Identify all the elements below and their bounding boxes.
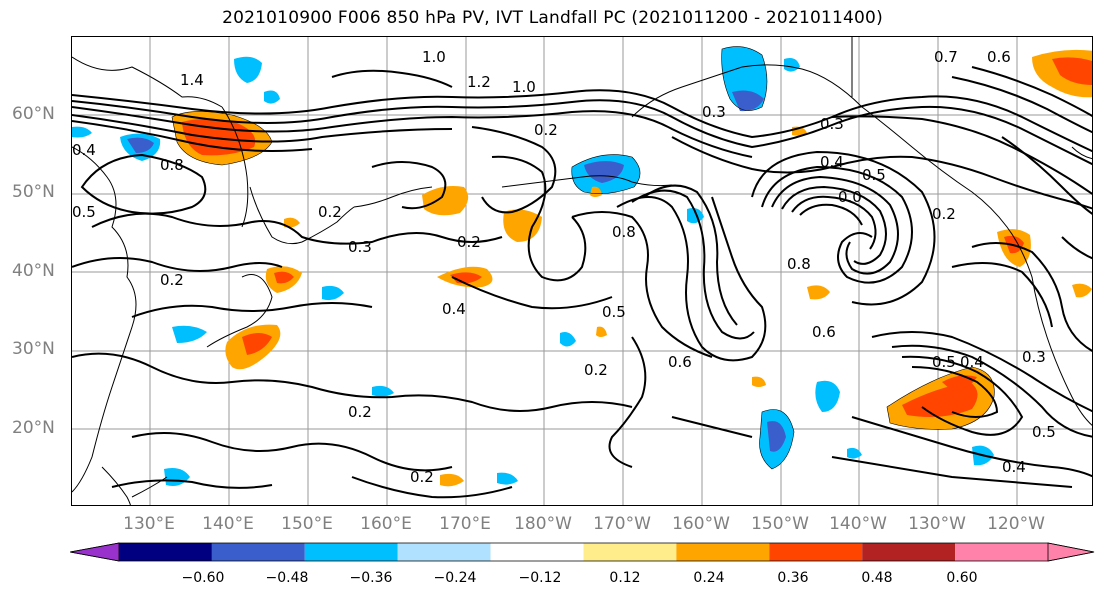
lon-label-140e: 140°E <box>202 514 254 534</box>
lat-label-50n: 50°N <box>12 182 55 202</box>
colorbar-segment <box>676 543 770 561</box>
lon-label-170e: 170°E <box>439 514 491 534</box>
contour-label: 0.3 <box>1022 348 1046 366</box>
contour-label: 0.4 <box>1002 458 1026 476</box>
contour-label: 0.2 <box>457 233 481 251</box>
contour-label: 0.4 <box>960 353 984 371</box>
lat-label-60n: 60°N <box>12 104 55 124</box>
contour-label: 0.4 <box>442 300 466 318</box>
contour-label: 0.6 <box>987 48 1011 66</box>
colorbar-tick: −0.12 <box>518 570 562 586</box>
contour-label: 0.5 <box>602 303 626 321</box>
colorbar-tick: 0.60 <box>946 570 978 586</box>
lon-label-140w: 140°W <box>829 514 887 534</box>
contour-label: 0.2 <box>160 271 184 289</box>
lon-label-180w: 180°W <box>514 514 572 534</box>
contour-label: 0.8 <box>787 255 811 273</box>
lon-label-160e: 160°E <box>360 514 412 534</box>
lon-label-130w: 130°W <box>908 514 966 534</box>
contour-label: 0.2 <box>584 361 608 379</box>
colorbar-extend-min <box>70 542 120 562</box>
fill-outlines <box>171 46 995 470</box>
colorbar-segment <box>211 543 305 561</box>
pv-contours <box>72 66 1092 499</box>
colorbar-tick: −0.60 <box>181 570 225 586</box>
contour-label: 0.3 <box>702 103 726 121</box>
contour-label: 1.0 <box>422 48 446 66</box>
contour-label: 0.2 <box>932 205 956 223</box>
colorbar-tick: −0.24 <box>433 570 477 586</box>
colorbar-segment <box>397 543 491 561</box>
lon-label-150w: 150°W <box>751 514 809 534</box>
lon-label-170w: 170°W <box>593 514 651 534</box>
lon-label-130e: 130°E <box>123 514 175 534</box>
contour-label: 1.2 <box>467 73 491 91</box>
contour-label: 0.8 <box>612 223 636 241</box>
map-panel: 1.0 1.4 1.2 1.0 0.4 0.8 0.5 0.2 0.3 0.2 … <box>71 36 1093 506</box>
lat-label-20n: 20°N <box>12 418 55 438</box>
lat-label-30n: 30°N <box>12 339 55 359</box>
colorbar-extend-max <box>1047 542 1095 562</box>
lon-label-150e: 150°E <box>281 514 333 534</box>
colorbar-tick: 0.36 <box>777 570 809 586</box>
contour-label: 0.5 <box>1032 423 1056 441</box>
colorbar-segment <box>769 543 863 561</box>
colorbar-segment <box>862 543 956 561</box>
contour-label: 0.3 <box>820 115 844 133</box>
contour-label: 0.8 <box>160 156 184 174</box>
colorbar-segment <box>955 543 1048 561</box>
lon-label-160w: 160°W <box>672 514 730 534</box>
colorbar-segment <box>304 543 398 561</box>
contour-label: 0.5 <box>932 353 956 371</box>
colorbar-tick: 0.24 <box>693 570 725 586</box>
contour-label: 1.4 <box>180 71 204 89</box>
colorbar-tick: 0.48 <box>861 570 893 586</box>
contour-label: 0.2 <box>410 468 434 486</box>
colorbar-segment <box>583 543 677 561</box>
contour-label: 0.6 <box>668 353 692 371</box>
contour-label: 0.7 <box>934 48 958 66</box>
contour-label: 0.5 <box>72 203 96 221</box>
contour-label: 0.3 <box>348 238 372 256</box>
colorbar <box>70 542 1095 562</box>
map-plot: 1.0 1.4 1.2 1.0 0.4 0.8 0.5 0.2 0.3 0.2 … <box>72 37 1092 505</box>
contour-label: 0.4 <box>72 141 96 159</box>
colorbar-outline <box>70 542 1095 562</box>
contour-label: 0.2 <box>318 203 342 221</box>
lat-label-40n: 40°N <box>12 261 55 281</box>
colorbar-tick: −0.36 <box>349 570 393 586</box>
colorbar-segment <box>119 543 212 561</box>
contour-label: 0.2 <box>534 121 558 139</box>
contour-label: 1.0 <box>512 78 536 96</box>
contour-label: 0.2 <box>348 403 372 421</box>
colorbar-tick: 0.12 <box>609 570 641 586</box>
contour-label: 0.4 <box>820 153 844 171</box>
map-title: 2021010900 F006 850 hPa PV, IVT Landfall… <box>222 8 883 28</box>
colorbar-segment <box>490 543 584 561</box>
contour-label: 0.0 <box>838 188 862 206</box>
colorbar-tick: −0.48 <box>265 570 309 586</box>
contour-labels: 1.0 1.4 1.2 1.0 0.4 0.8 0.5 0.2 0.3 0.2 … <box>72 48 1056 486</box>
coastlines <box>72 37 1092 505</box>
contour-label: 0.5 <box>862 166 886 184</box>
lon-label-120w: 120°W <box>987 514 1045 534</box>
contour-label: 0.6 <box>812 323 836 341</box>
